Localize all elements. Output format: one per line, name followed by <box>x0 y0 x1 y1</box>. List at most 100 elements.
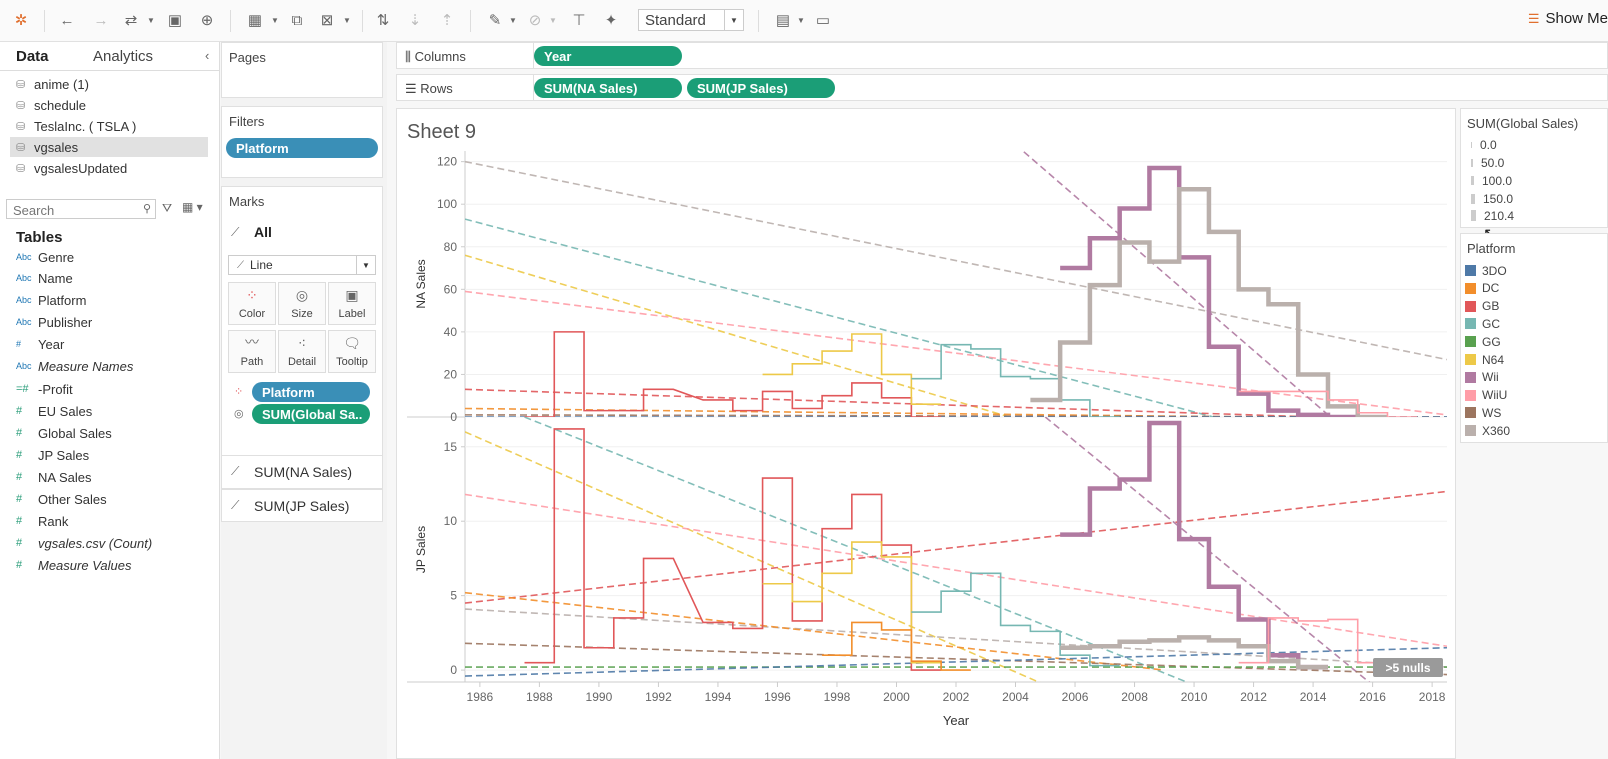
trend-line-x360 <box>465 160 1447 361</box>
rows-pill-na-sales[interactable]: SUM(NA Sales) <box>534 78 682 98</box>
marks-pill-global-sales[interactable]: SUM(Global Sa.. <box>252 404 370 424</box>
replay-icon[interactable]: ⇄ <box>124 12 138 29</box>
datasource-item[interactable]: ⛁ TeslaInc. ( TSLA ) <box>10 116 208 136</box>
show-me-button[interactable]: ☰ Show Me <box>1528 10 1608 27</box>
color-legend-item[interactable]: GC <box>1465 315 1500 332</box>
y-tick-label: 5 <box>450 589 457 603</box>
save-icon[interactable]: ▣ <box>167 12 183 29</box>
datasource-item[interactable]: ⛁ schedule <box>10 95 208 115</box>
measure-field[interactable]: # EU Sales <box>16 401 92 421</box>
tableau-logo-icon[interactable]: ✲ <box>14 12 28 29</box>
datasource-item[interactable]: ⛁ vgsalesUpdated <box>10 158 208 178</box>
path-button[interactable]: 〰 Path <box>228 330 276 373</box>
highlight-icon[interactable]: ✎ <box>488 12 502 29</box>
color-legend-item[interactable]: X360 <box>1465 422 1510 439</box>
color-legend-item[interactable]: WiiU <box>1465 387 1507 404</box>
color-button[interactable]: ⁘ Color <box>228 282 276 325</box>
measure-field[interactable]: # Measure Values <box>16 555 131 575</box>
sort-ascending-icon[interactable]: ⇣ <box>408 12 422 29</box>
color-swatch <box>1465 389 1476 401</box>
measure-field[interactable]: # vgsales.csv (Count) <box>16 533 152 553</box>
measure-field[interactable]: =# -Profit <box>16 379 73 399</box>
rows-shelf[interactable]: ☰ Rows SUM(NA Sales) SUM(JP Sales) <box>396 74 1608 101</box>
filters-shelf[interactable]: Filters Platform <box>221 106 383 178</box>
dimension-field[interactable]: Abc Genre <box>16 247 74 267</box>
measure-field[interactable]: # Global Sales <box>16 423 112 443</box>
color-legend-item[interactable]: GG <box>1465 333 1501 350</box>
datasource-item-selected[interactable]: ⛁ vgsales <box>10 137 208 157</box>
columns-shelf[interactable]: ⫼ Columns Year <box>396 42 1608 69</box>
measure-field[interactable]: # Rank <box>16 511 68 531</box>
marks-card-na-sales[interactable]: ⟋ SUM(NA Sales) <box>221 456 383 489</box>
color-legend-item[interactable]: GB <box>1465 298 1499 315</box>
color-legend-item[interactable]: 3DO <box>1465 262 1507 279</box>
detail-button[interactable]: ⁖ Detail <box>278 330 326 373</box>
pin-icon[interactable]: ✦ <box>604 12 618 29</box>
field-search[interactable]: ⚲ <box>6 199 156 219</box>
chevron-down-icon[interactable]: ▼ <box>797 15 805 25</box>
size-legend[interactable]: SUM(Global Sales) 0.0 50.0 100.0 150.0 2… <box>1460 108 1608 228</box>
dimension-field[interactable]: Abc Name <box>16 268 73 288</box>
view-options-icon[interactable]: ▦ ▾ <box>182 200 203 214</box>
marks-card-label: SUM(NA Sales) <box>254 464 353 480</box>
new-worksheet-icon[interactable]: ▦ <box>247 12 263 29</box>
color-legend-item[interactable]: DC <box>1465 280 1499 297</box>
datasource-item[interactable]: ⛁ anime (1) <box>10 74 208 94</box>
chevron-down-icon[interactable]: ▼ <box>271 15 279 25</box>
labels-icon[interactable]: ⊤ <box>572 12 586 29</box>
measure-field[interactable]: # Other Sales <box>16 489 107 509</box>
dimension-field[interactable]: Abc Measure Names <box>16 356 133 376</box>
show-cards-icon[interactable]: ▤ <box>775 12 791 29</box>
tooltip-button[interactable]: 🗨 Tooltip <box>328 330 376 373</box>
dimension-field[interactable]: Abc Platform <box>16 290 86 310</box>
marks-card-jp-sales[interactable]: ⟋ SUM(JP Sales) <box>221 489 383 522</box>
filter-pill-platform[interactable]: Platform <box>226 138 378 158</box>
chevron-down-icon[interactable]: ▼ <box>509 15 517 25</box>
color-legend[interactable]: Platform 3DO DC GB GC GG N64 Wii WiiU WS X360 <box>1460 233 1608 443</box>
duplicate-sheet-icon[interactable]: ⧉ <box>291 11 303 29</box>
toolbar: ✲ ← → ⇄ ▼ ▣ ⊕ ▦ ▼ ⧉ ⊠ ▼ ⇅ ⇣ ⇡ ✎ ▼ ⊘ ▼ ⊤ … <box>0 0 1608 42</box>
y-tick-label: 60 <box>444 282 458 296</box>
tab-data[interactable]: Data <box>16 48 49 65</box>
marks-all-label[interactable]: All <box>254 224 272 240</box>
dimension-field[interactable]: # Year <box>16 334 64 354</box>
presentation-icon[interactable]: ▭ <box>815 12 831 29</box>
pages-shelf[interactable]: Pages <box>221 42 383 98</box>
chevron-down-icon[interactable]: ▼ <box>147 15 155 25</box>
measure-field[interactable]: # JP Sales <box>16 445 89 465</box>
fit-select[interactable]: Standard ▼ <box>638 9 744 31</box>
tab-analytics[interactable]: Analytics <box>93 48 154 65</box>
chevron-down-icon[interactable]: ▼ <box>343 15 351 25</box>
columns-pill-year[interactable]: Year <box>534 46 682 66</box>
filter-icon[interactable]: ⛛ <box>162 201 173 215</box>
search-input[interactable] <box>11 201 135 219</box>
size-button[interactable]: ◎ Size <box>278 282 326 325</box>
color-encoding-icon: ⁘ <box>234 386 244 398</box>
rows-pill-jp-sales[interactable]: SUM(JP Sales) <box>687 78 835 98</box>
series-line-dc <box>822 621 971 671</box>
mark-type-select[interactable]: ⟋ Line ▼ <box>228 255 376 275</box>
swap-icon[interactable]: ⇅ <box>376 12 390 29</box>
redo-icon[interactable]: → <box>93 11 109 29</box>
chevron-down-icon[interactable]: ▼ <box>549 15 557 25</box>
clear-sheet-icon[interactable]: ⊠ <box>320 12 334 29</box>
measure-field[interactable]: # NA Sales <box>16 467 91 487</box>
label-button[interactable]: ▣ Label <box>328 282 376 325</box>
datasource-icon: ⛁ <box>16 162 26 175</box>
dimension-field[interactable]: Abc Publisher <box>16 312 92 332</box>
color-legend-item[interactable]: WS <box>1465 404 1501 421</box>
sort-descending-icon[interactable]: ⇡ <box>440 12 454 29</box>
collapse-pane-icon[interactable]: ‹ <box>205 48 210 63</box>
calculated-field-icon: =# <box>16 383 29 395</box>
chevron-down-icon[interactable]: ▼ <box>356 256 375 274</box>
chart-canvas[interactable]: 0 20 40 60 80 100 120 NA Sales 0 5 10 15 JP Sales 198… <box>397 109 1455 749</box>
chevron-down-icon[interactable]: ▼ <box>724 10 743 30</box>
y-tick-label: 40 <box>444 325 458 339</box>
marks-pill-platform[interactable]: Platform <box>252 382 370 402</box>
color-legend-item[interactable]: N64 <box>1465 351 1504 368</box>
color-legend-title: Platform <box>1467 241 1516 256</box>
undo-icon[interactable]: ← <box>59 11 75 29</box>
group-icon[interactable]: ⊘ <box>528 12 542 29</box>
new-datasource-icon[interactable]: ⊕ <box>200 12 214 29</box>
color-legend-item[interactable]: Wii <box>1465 369 1499 386</box>
